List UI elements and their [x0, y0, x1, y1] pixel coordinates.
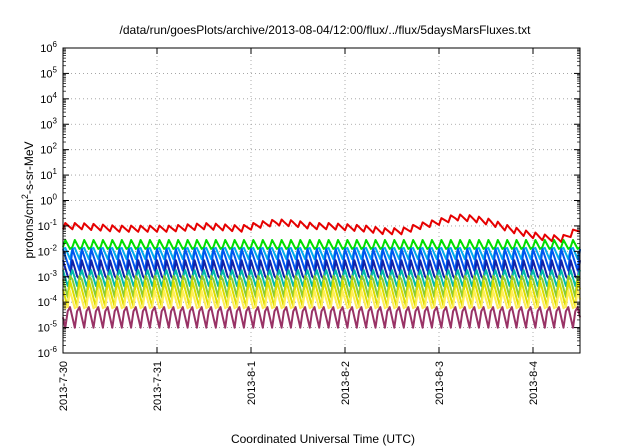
y-tick-label: 10-2	[38, 243, 58, 258]
grid	[63, 48, 580, 353]
y-tick-label: 103	[40, 116, 57, 131]
y-tick-label: 10-3	[38, 269, 58, 284]
x-axis-label: Coordinated Universal Time (UTC)	[231, 432, 415, 446]
chart-title: /data/run/goesPlots/archive/2013-08-04/1…	[120, 23, 532, 37]
x-tick-label: 2013-7-30	[58, 361, 70, 411]
series-line	[62, 289, 581, 310]
x-tick-label: 2013-8-1	[246, 361, 258, 405]
y-tick-label: 10-4	[38, 294, 58, 309]
y-tick-label: 10-1	[38, 218, 58, 233]
x-tick-label: 2013-8-3	[434, 361, 446, 405]
series-line	[62, 239, 581, 250]
x-tick-label: 2013-8-2	[340, 361, 352, 405]
y-tick-label: 101	[40, 167, 57, 182]
x-tick-label: 2013-7-31	[152, 361, 164, 411]
y-tick-label: 100	[40, 193, 57, 208]
y-tick-label: 10-5	[38, 320, 58, 335]
y-tick-label: 10-6	[38, 345, 58, 360]
y-tick-label: 104	[40, 91, 57, 106]
x-tick-label: 2013-8-4	[528, 361, 540, 405]
series-line	[62, 306, 581, 329]
series-line	[62, 248, 581, 272]
series-line	[62, 213, 581, 243]
y-tick-label: 105	[40, 65, 57, 80]
y-tick-label: 106	[40, 40, 57, 55]
y-axis-label: protons/cm2-s-sr-MeV	[20, 141, 36, 258]
y-tick-label: 102	[40, 142, 57, 157]
x-axis: 2013-7-30 2013-7-31 2013-8-1 2013-8-2 2013-8…	[58, 48, 540, 411]
series-group	[62, 213, 581, 329]
